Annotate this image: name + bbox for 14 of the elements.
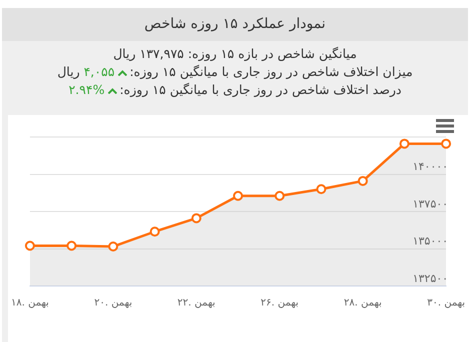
y-tick-label: ۱۴۰۰۰۰ (412, 160, 448, 174)
text: درصد اختلاف شاخص در روز جاری با میانگین ۱۵ روزه: %۲.۹۴ (68, 82, 402, 97)
chart-title: نمودار عملکرد ۱۵ روزه شاخص (2, 8, 468, 41)
text: میانگین شاخص در بازه ۱۵ روزه: ۱۳۷,۹۷۵ ریال (112, 45, 358, 63)
x-tick-label: ۲۶. بهمن (260, 298, 299, 309)
x-tick-label: ۲۰. بهمن (94, 298, 132, 309)
y-tick-label: ۱۳۵۰۰۰ (412, 234, 448, 248)
x-tick-label: ۲۲. بهمن (177, 298, 216, 309)
x-tick-label: ۲۸. بهمن (344, 298, 382, 309)
y-tick-label: ۱۳۲۵۰۰ (412, 272, 448, 285)
x-tick-label: ۱۸. بهمن (10, 298, 49, 309)
text: میزان اختلاف شاخص در روز جاری با میانگین ۱۵ روزه: ۴,۰۵۵ ریال (57, 64, 413, 79)
x-tick-label: ۳۰. بهمن (427, 298, 466, 309)
y-tick-label: ۱۳۷۵۰۰ (412, 197, 448, 210)
